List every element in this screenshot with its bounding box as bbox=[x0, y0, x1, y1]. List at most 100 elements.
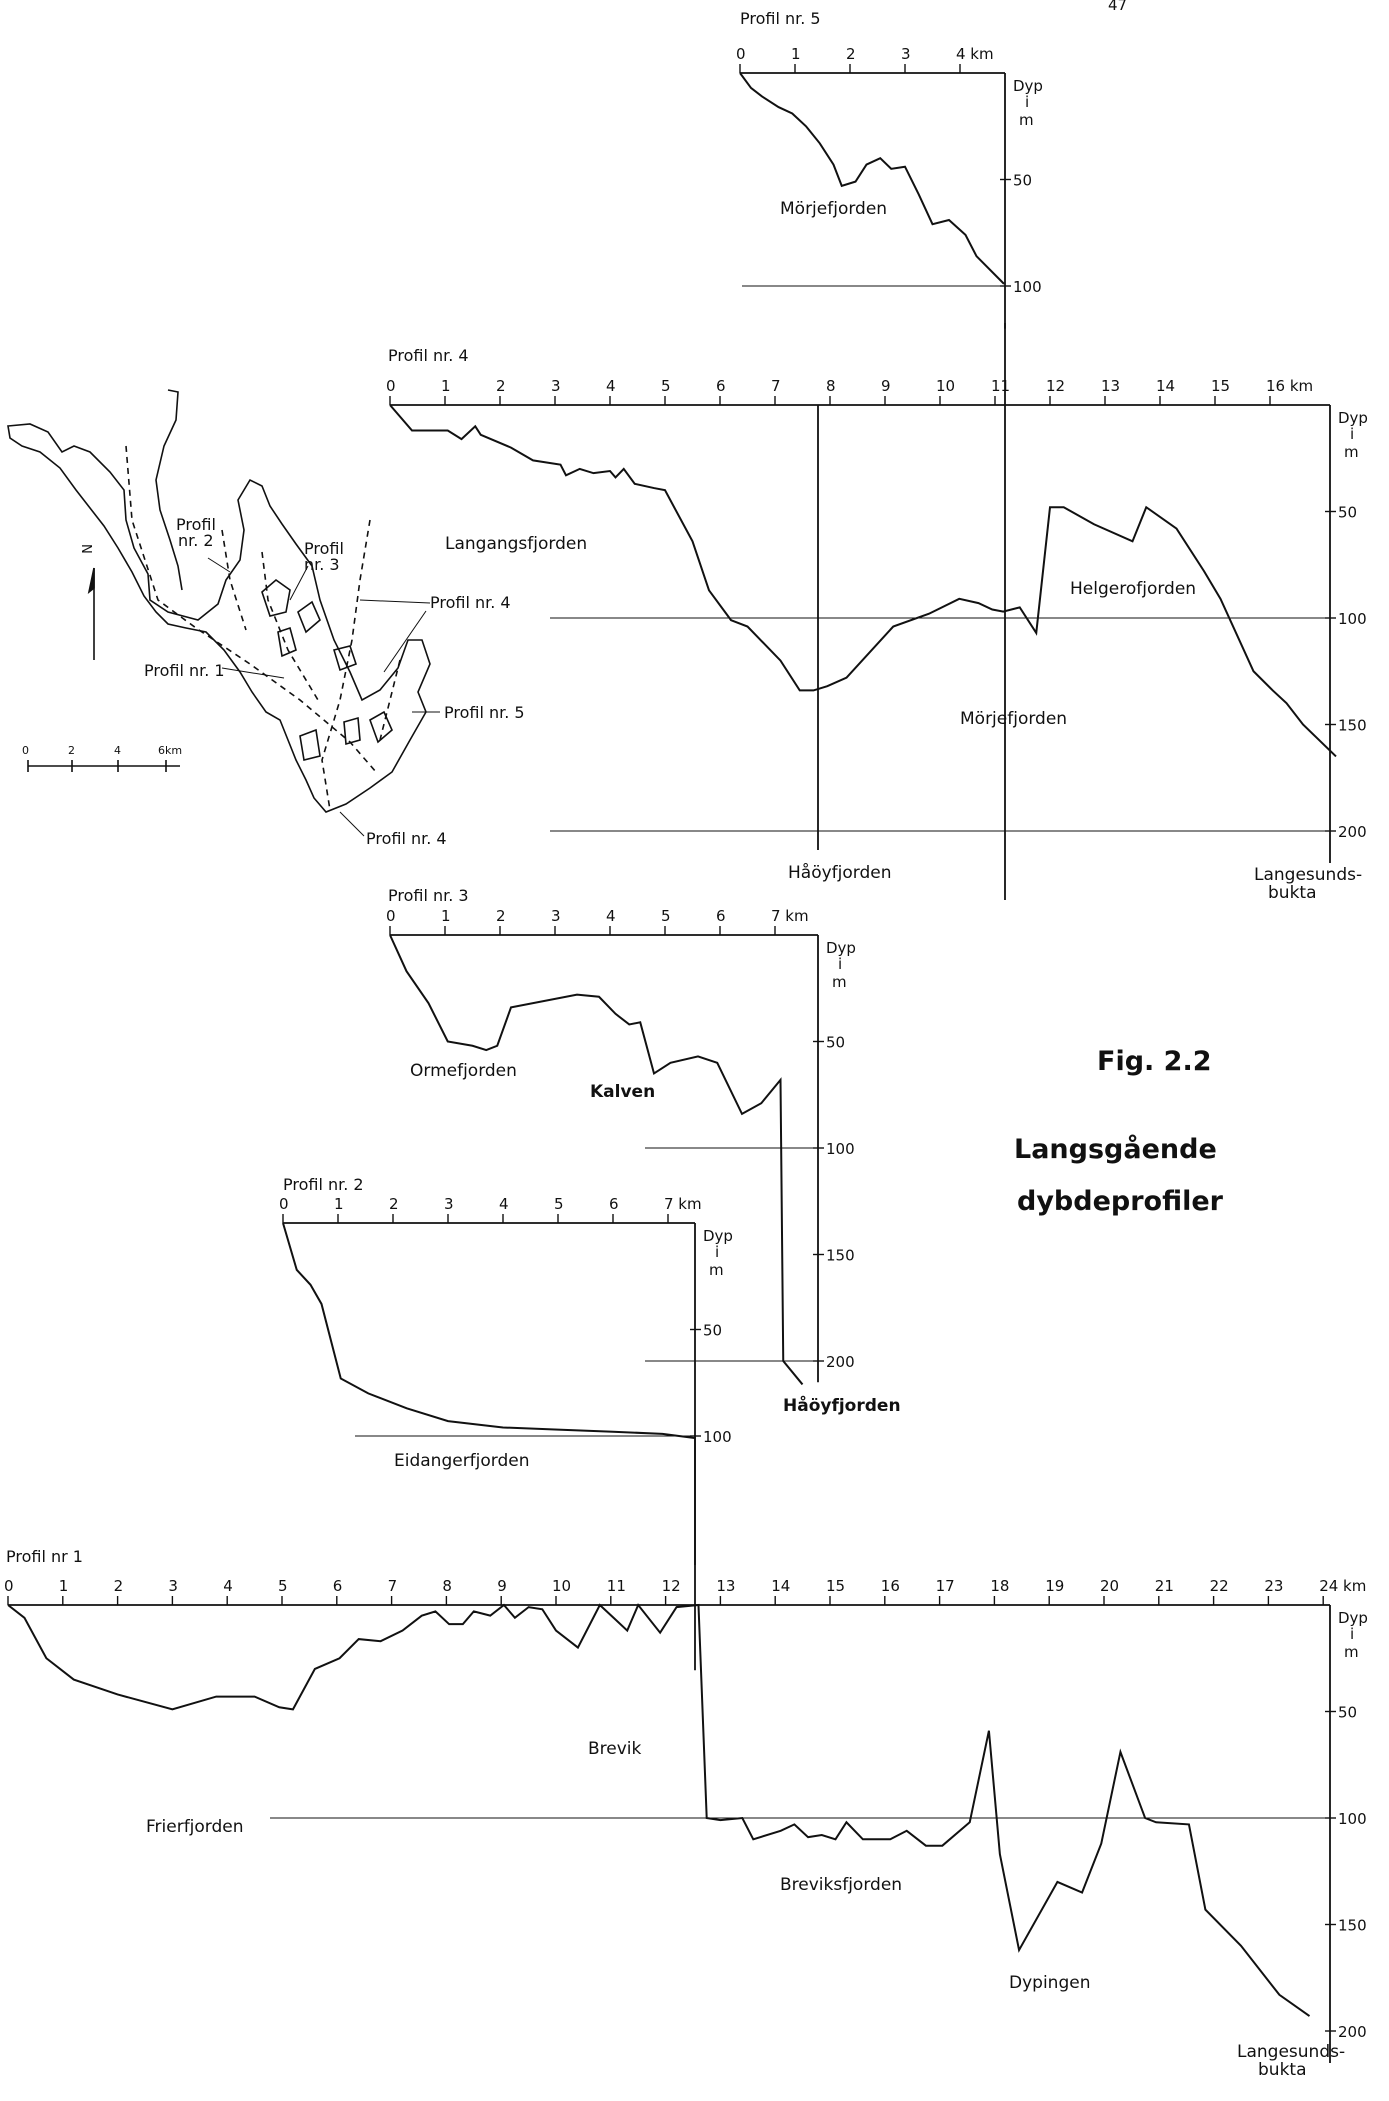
chart-p3-x-tick-label: 2 bbox=[496, 907, 506, 925]
inset-map-leader-lines bbox=[207, 557, 440, 837]
chart-p1-y-tick-label: 200 bbox=[1338, 2023, 1367, 2041]
chart-p5-x-tick-label: 1 bbox=[791, 45, 801, 63]
inset-route-profil1 bbox=[125, 445, 377, 773]
chart-p2-x-tick-label: 1 bbox=[334, 1195, 344, 1213]
chart-p1-annotation: Breviksfjorden bbox=[780, 1875, 902, 1895]
chart-p4-x-tick-label: 13 bbox=[1101, 377, 1120, 395]
chart-p4-x-tick-label: 1 bbox=[441, 377, 451, 395]
chart-p1-y-tick-label: 150 bbox=[1338, 1917, 1367, 1935]
chart-p4-x-tick-label: 16 km bbox=[1266, 377, 1313, 395]
chart-p1-y-tick-label: 100 bbox=[1338, 1810, 1367, 1828]
chart-p4-title: Profil nr. 4 bbox=[388, 346, 469, 365]
chart-p3-y-tick-label: 200 bbox=[826, 1353, 855, 1371]
chart-p1-y-label-dyp: Dyp bbox=[1338, 1609, 1368, 1627]
chart-p4-y-tick-label: 100 bbox=[1338, 610, 1367, 628]
chart-p4-annotation: Mörjefjorden bbox=[960, 709, 1067, 729]
inset-map bbox=[7, 389, 431, 813]
chart-p1-x-tick-label: 23 bbox=[1264, 1577, 1283, 1595]
chart-p3-x-tick-label: 0 bbox=[386, 907, 396, 925]
chart-p4-y-label-i: i bbox=[1350, 425, 1354, 443]
chart-p1-x-tick-label: 19 bbox=[1045, 1577, 1064, 1595]
inset-label-profil2-l1: Profil bbox=[176, 515, 216, 534]
chart-p1-x-tick-label: 18 bbox=[990, 1577, 1009, 1595]
chart-p3-x-tick-label: 4 bbox=[606, 907, 616, 925]
chart-p3-y-tick-label: 50 bbox=[826, 1034, 845, 1052]
inset-label-profil3-l1: Profil bbox=[304, 539, 344, 558]
chart-p3-x-tick-label: 6 bbox=[716, 907, 726, 925]
chart-p4-annotation: Håöyfjorden bbox=[788, 862, 892, 883]
chart-p2-x-tick-label: 6 bbox=[609, 1195, 619, 1213]
scale-bar bbox=[27, 760, 180, 772]
chart-p4-x-tick-label: 15 bbox=[1211, 377, 1230, 395]
chart-p3-y-label-m: m bbox=[832, 973, 847, 991]
chart-p1-y-label-i: i bbox=[1350, 1625, 1354, 1643]
chart-p2-y-label-m: m bbox=[709, 1261, 724, 1279]
chart-p5-y-label-i: i bbox=[1025, 93, 1029, 111]
chart-p1-x-tick-label: 17 bbox=[936, 1577, 955, 1595]
chart-p4-x-tick-label: 9 bbox=[881, 377, 891, 395]
chart-p3-x-tick-label: 1 bbox=[441, 907, 451, 925]
chart-p4-annotation: Langesunds- bbox=[1254, 865, 1362, 885]
chart-p1-x-tick-label: 4 bbox=[223, 1577, 233, 1595]
chart-p4-x-tick-label: 0 bbox=[386, 377, 396, 395]
chart-p1-x-tick-label: 24 km bbox=[1319, 1577, 1366, 1595]
chart-p4-x-tick-label: 6 bbox=[716, 377, 726, 395]
chart-p4-x-tick-label: 11 bbox=[991, 377, 1010, 395]
figure-label: Fig. 2.2 bbox=[1097, 1046, 1212, 1077]
chart-p4-y-label-dyp: Dyp bbox=[1338, 409, 1368, 427]
chart-p4-x-tick-label: 7 bbox=[771, 377, 781, 395]
chart-p1-x-tick-label: 11 bbox=[607, 1577, 626, 1595]
chart-p5-title: Profil nr. 5 bbox=[740, 9, 821, 28]
inset-label-profil2-l2: nr. 2 bbox=[178, 531, 214, 550]
chart-p2-x-tick-label: 2 bbox=[389, 1195, 399, 1213]
chart-p4-x-tick-label: 8 bbox=[826, 377, 836, 395]
chart-p4-x-tick-label: 2 bbox=[496, 377, 506, 395]
inset-map-coastline bbox=[7, 423, 431, 813]
chart-p1-x-tick-label: 16 bbox=[881, 1577, 900, 1595]
chart-p3-x-tick-label: 3 bbox=[551, 907, 561, 925]
chart-p1-annotation: Dypingen bbox=[1009, 1973, 1090, 1993]
chart-p1-x-tick-label: 1 bbox=[59, 1577, 69, 1595]
inset-route-profil5 bbox=[379, 659, 401, 741]
chart-p1-title: Profil nr 1 bbox=[6, 1547, 83, 1566]
chart-p3: Profil nr. 30 1 2 3 4 5 6 7 kmDypim50100150200O… bbox=[386, 886, 901, 1416]
inset-route-profil3 bbox=[261, 551, 319, 701]
chart-p1-x-tick-label: 3 bbox=[168, 1577, 178, 1595]
figure-caption-line1: Langsgående bbox=[1014, 1133, 1217, 1165]
inset-label-profil5: Profil nr. 5 bbox=[444, 703, 525, 722]
chart-p1-x-tick-label: 2 bbox=[114, 1577, 124, 1595]
scale-tick-6km: 6km bbox=[158, 744, 182, 757]
chart-p1-x-tick-label: 5 bbox=[278, 1577, 288, 1595]
chart-p2-y-tick-label: 50 bbox=[703, 1322, 722, 1340]
chart-p4-profile-line bbox=[389, 404, 1337, 758]
chart-p1-x-tick-label: 13 bbox=[716, 1577, 735, 1595]
chart-p4-y-label-m: m bbox=[1344, 443, 1359, 461]
chart-p4-x-tick-label: 4 bbox=[606, 377, 616, 395]
chart-p5-y-tick-label: 50 bbox=[1013, 172, 1032, 190]
chart-p4-y-tick-label: 50 bbox=[1338, 504, 1357, 522]
chart-p1-x-tick-label: 22 bbox=[1210, 1577, 1229, 1595]
chart-p2-x-tick-label: 4 bbox=[499, 1195, 509, 1213]
chart-p3-y-label-i: i bbox=[838, 955, 842, 973]
inset-label-profil1: Profil nr. 1 bbox=[144, 661, 225, 680]
chart-p4-x-tick-label: 10 bbox=[936, 377, 955, 395]
chart-p2-x-tick-label: 7 km bbox=[664, 1195, 702, 1213]
inset-map-profile-routes bbox=[125, 445, 401, 811]
chart-p2-x-tick-label: 0 bbox=[279, 1195, 289, 1213]
inset-map-island-6 bbox=[343, 716, 361, 746]
chart-p2: Profil nr. 20 1 2 3 4 5 6 7 kmDypim50100Eidange… bbox=[279, 1175, 733, 1671]
inset-label-profil4-top: Profil nr. 4 bbox=[430, 593, 511, 612]
inset-map-island-5 bbox=[369, 710, 393, 744]
chart-p2-title: Profil nr. 2 bbox=[283, 1175, 364, 1194]
chart-p1-x-tick-label: 12 bbox=[662, 1577, 681, 1595]
chart-p3-y-tick-label: 150 bbox=[826, 1247, 855, 1265]
chart-p5-x-tick-label: 3 bbox=[901, 45, 911, 63]
chart-p1-annotation: Frierfjorden bbox=[146, 1817, 244, 1837]
chart-p4-x-tick-label: 3 bbox=[551, 377, 561, 395]
chart-p3-annotation: Håöyfjorden bbox=[783, 1394, 901, 1416]
chart-p1-x-tick-label: 14 bbox=[771, 1577, 790, 1595]
chart-p1-x-tick-label: 9 bbox=[497, 1577, 507, 1595]
